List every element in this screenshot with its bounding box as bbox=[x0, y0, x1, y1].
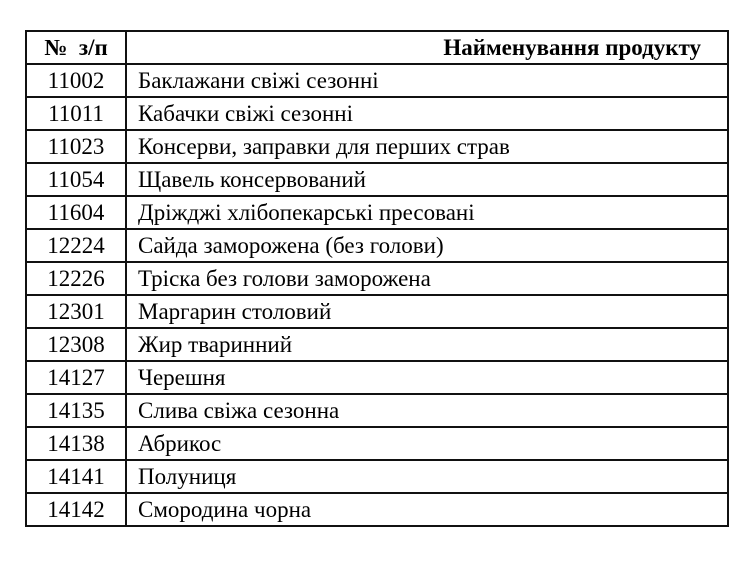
product-code: 11023 bbox=[25, 129, 127, 164]
product-name: Консерви, заправки для перших страв bbox=[125, 129, 729, 164]
product-name: Жир тваринний bbox=[125, 327, 729, 362]
product-code: 14138 bbox=[25, 426, 127, 461]
table-row: 11604 Дріжджі хлібопекарські пресовані bbox=[25, 195, 729, 230]
product-code: 11054 bbox=[25, 162, 127, 197]
product-code: 12308 bbox=[25, 327, 127, 362]
product-name: Дріжджі хлібопекарські пресовані bbox=[125, 195, 729, 230]
product-code: 11002 bbox=[25, 63, 127, 98]
table-header-row: № з/п Найменування продукту bbox=[25, 30, 729, 65]
table-row: 11054 Щавель консервований bbox=[25, 162, 729, 197]
product-name: Тріска без голови заморожена bbox=[125, 261, 729, 296]
table-row: 12301 Маргарин столовий bbox=[25, 294, 729, 329]
product-code: 14127 bbox=[25, 360, 127, 395]
product-code: 12224 bbox=[25, 228, 127, 263]
table-row: 12308 Жир тваринний bbox=[25, 327, 729, 362]
product-name: Баклажани свіжі сезонні bbox=[125, 63, 729, 98]
product-table: № з/п Найменування продукту 11002 Баклаж… bbox=[25, 30, 729, 527]
table-row: 14138 Абрикос bbox=[25, 426, 729, 461]
product-name: Щавель консервований bbox=[125, 162, 729, 197]
product-name: Полуниця bbox=[125, 459, 729, 494]
table-row: 11002 Баклажани свіжі сезонні bbox=[25, 63, 729, 98]
product-code: 11604 bbox=[25, 195, 127, 230]
product-code: 14141 bbox=[25, 459, 127, 494]
product-name: Абрикос bbox=[125, 426, 729, 461]
product-name: Слива свіжа сезонна bbox=[125, 393, 729, 428]
table-row: 11023 Консерви, заправки для перших стра… bbox=[25, 129, 729, 164]
product-code: 14135 bbox=[25, 393, 127, 428]
table-row: 14142 Смородина чорна bbox=[25, 492, 729, 527]
product-code: 11011 bbox=[25, 96, 127, 131]
table-row: 14141 Полуниця bbox=[25, 459, 729, 494]
header-name-column: Найменування продукту bbox=[125, 30, 729, 65]
product-code: 14142 bbox=[25, 492, 127, 527]
header-number-column: № з/п bbox=[25, 30, 127, 65]
table-row: 12224 Сайда заморожена (без голови) bbox=[25, 228, 729, 263]
product-name: Черешня bbox=[125, 360, 729, 395]
product-name: Кабачки свіжі сезонні bbox=[125, 96, 729, 131]
table-row: 11011 Кабачки свіжі сезонні bbox=[25, 96, 729, 131]
product-code: 12226 bbox=[25, 261, 127, 296]
table-row: 12226 Тріска без голови заморожена bbox=[25, 261, 729, 296]
product-name: Смородина чорна bbox=[125, 492, 729, 527]
product-code: 12301 bbox=[25, 294, 127, 329]
product-name: Сайда заморожена (без голови) bbox=[125, 228, 729, 263]
table-row: 14127 Черешня bbox=[25, 360, 729, 395]
product-name: Маргарин столовий bbox=[125, 294, 729, 329]
table-row: 14135 Слива свіжа сезонна bbox=[25, 393, 729, 428]
